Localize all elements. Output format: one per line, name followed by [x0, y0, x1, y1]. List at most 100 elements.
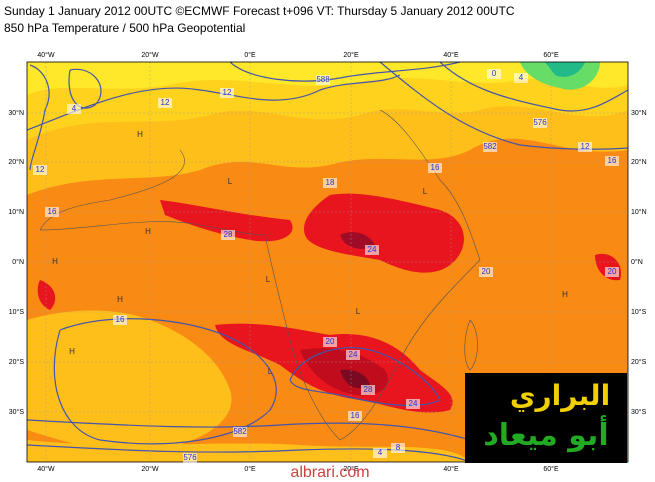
lon-label-bottom: 20°E [343, 465, 359, 473]
lat-label-left: 10°N [8, 208, 24, 216]
contour-label-bg [346, 350, 360, 360]
contour-label: 16 [608, 156, 617, 165]
pressure-centre: H [137, 130, 143, 139]
contour-label: 18 [326, 178, 335, 187]
contour-label: 20 [608, 267, 617, 276]
contour-label: 582 [233, 427, 247, 436]
lat-label-left: 20°N [8, 158, 24, 166]
contour-label-bg [391, 443, 405, 453]
lon-label-top: 40°W [37, 51, 55, 59]
contour-label: 588 [316, 75, 330, 84]
contour-label: 16 [431, 163, 440, 172]
lat-label-left: 20°S [9, 358, 25, 366]
lat-label-right: 30°S [631, 408, 647, 416]
lat-label-right: 30°N [631, 109, 647, 117]
contour-label: 576 [533, 118, 547, 127]
contour-label-bg [483, 142, 497, 152]
contour-label-bg [113, 315, 127, 325]
lat-label-left: 10°S [9, 308, 25, 316]
watermark: albrari.com [290, 464, 369, 481]
lat-label-right: 0°N [631, 258, 643, 266]
contour-label: 12 [223, 88, 232, 97]
lon-label-bottom: 40°E [443, 465, 459, 473]
logo-line2: أبو ميعاد [483, 415, 608, 453]
lat-label-right: 20°S [631, 358, 647, 366]
contour-label-bg [183, 453, 197, 463]
contour-label-bg [45, 207, 59, 217]
contour-label-bg [406, 399, 420, 409]
contour-label-bg [361, 385, 375, 395]
contour-label-bg [533, 118, 547, 128]
map-field [27, 62, 628, 462]
contour-label: 12 [36, 165, 45, 174]
contour-label: 4 [378, 448, 383, 457]
contour-label: 20 [482, 267, 491, 276]
contour-label-bg [348, 411, 362, 421]
contour-label-bg [323, 178, 337, 188]
lon-label-bottom: 20°W [141, 465, 159, 473]
contour-label: 24 [409, 399, 418, 408]
lon-label-bottom: 60°E [543, 465, 559, 473]
contour-label: 28 [364, 385, 373, 394]
contour-label-bg [605, 267, 619, 277]
map-frame [26, 61, 629, 463]
contour-label-bg [33, 165, 47, 175]
contour-label-bg [158, 98, 172, 108]
lat-label-right: 20°N [631, 158, 647, 166]
contour-label-bg [578, 142, 592, 152]
contour-label-bg [67, 104, 81, 114]
contour-label: 20 [326, 337, 335, 346]
lon-label-top: 60°E [543, 51, 559, 59]
contour-label: 4 [72, 104, 77, 113]
pressure-centre: H [117, 295, 123, 304]
pressure-centre: H [52, 257, 58, 266]
contour-label: 16 [351, 411, 360, 420]
pressure-centre: L [228, 177, 233, 186]
logo-box [465, 373, 627, 463]
pressure-centre: L [423, 187, 428, 196]
pressure-centre: H [145, 227, 151, 236]
contour-label: 16 [116, 315, 125, 324]
contour-label: 24 [349, 350, 358, 359]
contour-label-bg [428, 163, 442, 173]
contour-label-bg [220, 88, 234, 98]
contour-label-bg [605, 156, 619, 166]
logo-line1: البراري [510, 379, 610, 412]
lon-label-top: 20°E [343, 51, 359, 59]
subtitle: 850 hPa Temperature / 500 hPa Geopotenti… [4, 21, 245, 35]
contour-label: 16 [48, 207, 57, 216]
lat-label-left: 0°N [12, 258, 24, 266]
lat-label-left: 30°N [8, 109, 24, 117]
contour-label-bg [365, 245, 379, 255]
pressure-centre: H [69, 347, 75, 356]
pressure-centre: L [356, 307, 361, 316]
map-labels: 40°W 40°W 20°W 20°W 0°E 0°E 20°E 20°E 40°E 40°E 60… [8, 51, 646, 473]
lon-label-top: 40°E [443, 51, 459, 59]
contour-label: 24 [368, 245, 377, 254]
lon-label-top: 0°E [244, 51, 256, 59]
contour-label: 576 [183, 453, 197, 462]
contour-label-bg [514, 73, 528, 83]
lat-label-right: 10°N [631, 208, 647, 216]
contour-label: 582 [483, 142, 497, 151]
contour-label-bg [373, 448, 387, 458]
lat-label-left: 30°S [9, 408, 25, 416]
contour-label: 12 [581, 142, 590, 151]
lon-label-bottom: 40°W [37, 465, 55, 473]
pressure-centre: L [268, 367, 273, 376]
contour-label-bg [221, 230, 235, 240]
lon-label-top: 20°W [141, 51, 159, 59]
contour-label-bg [487, 69, 501, 79]
contour-label: 4 [519, 73, 524, 82]
contour-label: 0 [492, 69, 497, 78]
contour-label: 8 [396, 443, 401, 452]
contour-label-bg [233, 427, 247, 437]
lat-label-right: 10°S [631, 308, 647, 316]
contour-label-bg [316, 75, 330, 85]
contour-label-bg [323, 337, 337, 347]
pressure-centre: H [562, 290, 568, 299]
pressure-centre: L [266, 275, 271, 284]
contour-label-bg [479, 267, 493, 277]
title: Sunday 1 January 2012 00UTC ©ECMWF Forec… [4, 4, 515, 18]
